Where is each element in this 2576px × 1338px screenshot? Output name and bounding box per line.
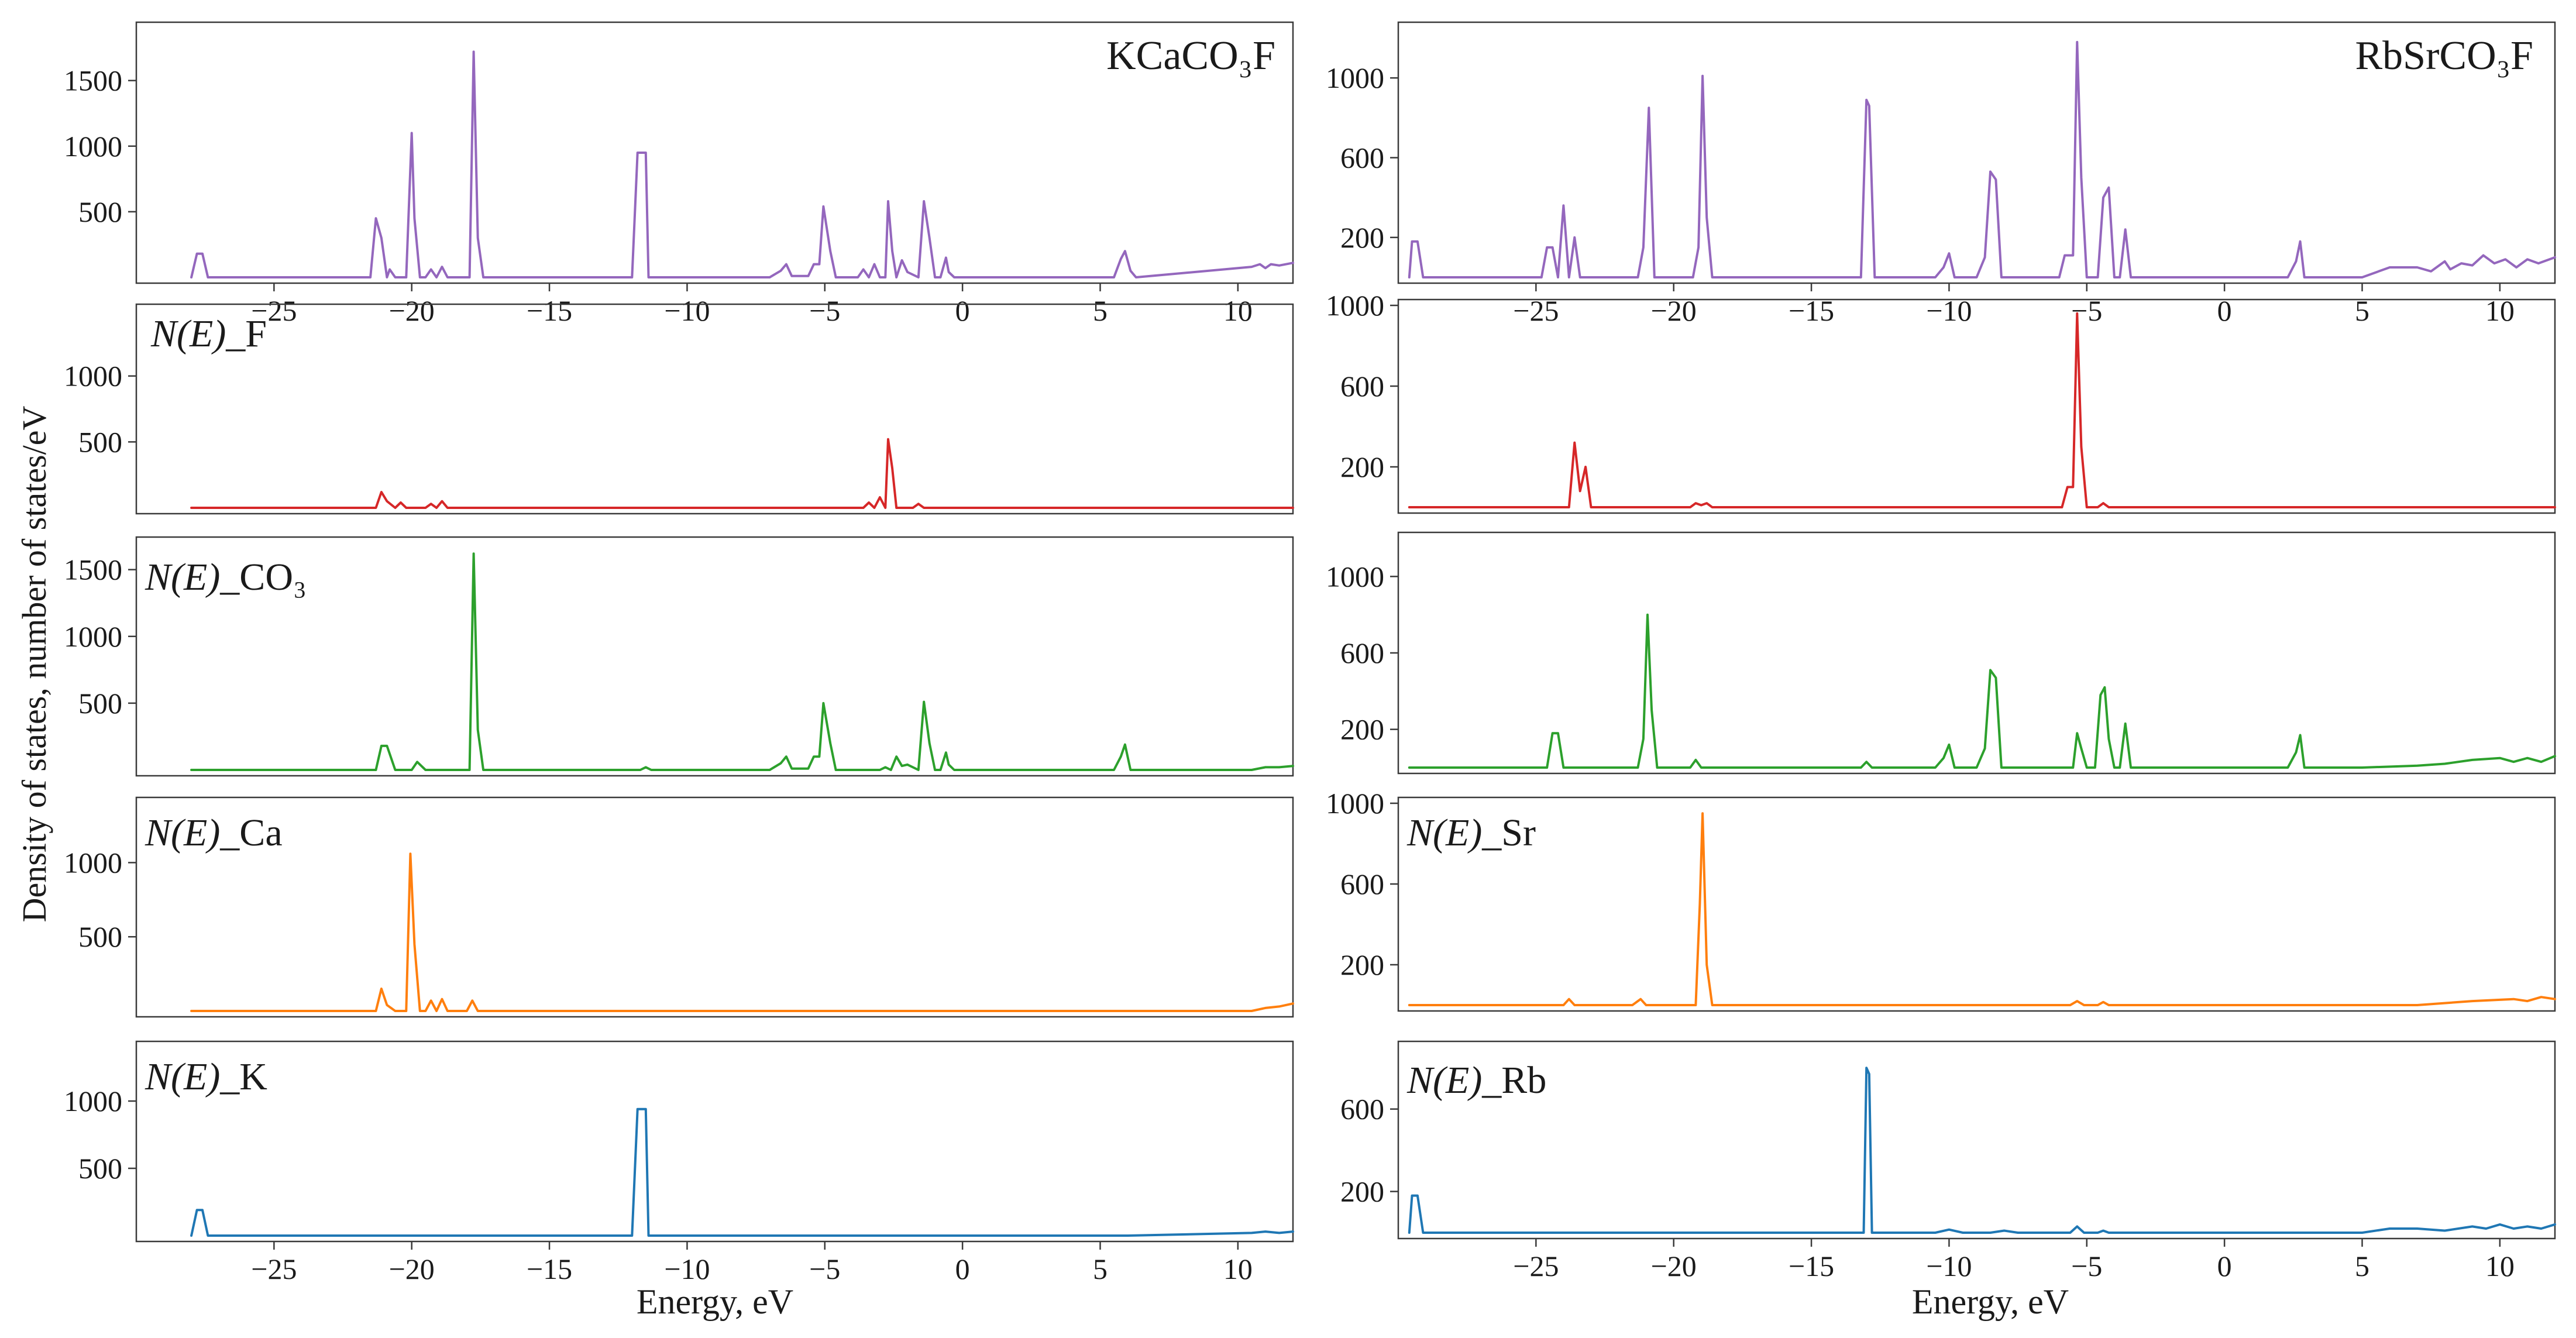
kca-total-x-tick-label: 5	[1093, 294, 1108, 327]
panel-rbsrco3f-sr: N(E)_Sr 200 600 1000	[1326, 787, 2556, 1012]
panel-title-rbsrco3f: RbSrCO₃F	[2355, 33, 2533, 78]
rbsr-rb-x-tick-label: −10	[1926, 1250, 1972, 1282]
rbsr-sr-dos-line	[1408, 812, 2556, 1006]
panel-label-ca: N(E)_Ca	[145, 811, 283, 854]
kca-k-dos-line	[190, 1107, 1294, 1237]
rbsr-total-y-tick-label: 1000	[1326, 61, 1384, 94]
rbsr-sr-y-tick-label: 1000	[1326, 787, 1384, 820]
rbsr-total-dos-line	[1408, 40, 2556, 278]
kca-k-x-tick-label: −15	[527, 1253, 572, 1285]
panel-label-co3: N(E)_CO₃	[145, 556, 307, 599]
kca-total-x-tick-label: −10	[664, 294, 710, 327]
panel-label-sr-species: Sr	[1501, 811, 1536, 854]
rbsr-sr-y-tick-label: 600	[1340, 868, 1384, 900]
kca-ca-y-tick-label: 500	[78, 920, 122, 953]
kca-total-x-tick-label: −20	[389, 294, 435, 327]
rbsr-f-y-tick-label: 200	[1340, 450, 1384, 483]
panel-rbsrco3f-co3: 200 600 1000	[1326, 531, 2556, 775]
x-axis-title-right: Energy, eV	[1912, 1282, 2069, 1321]
panel-label-co3-species: CO₃	[239, 556, 307, 599]
panel-kcaco3f-total: KCaCO₃F 500 1000 1500 −25 −20 −15 −10 −5 0 5 10	[64, 21, 1294, 327]
kca-k-x-tick-label: 10	[1223, 1253, 1253, 1285]
kca-ca-dos-line	[190, 852, 1294, 1012]
rbsr-f-dos-line	[1408, 312, 2556, 508]
panel-kcaco3f-f: N(E)_F 500 1000	[64, 303, 1294, 515]
panel-kcaco3f-ca: N(E)_Ca 500 1000	[64, 796, 1294, 1018]
kca-k-x-tick-label: −20	[389, 1253, 435, 1285]
kca-f-y-tick-label: 1000	[64, 360, 122, 393]
rbsr-sr-y-tick-label: 200	[1340, 948, 1384, 981]
kca-co3-dos-line	[190, 552, 1294, 771]
rbsr-rb-x-tick-label: 5	[2355, 1250, 2369, 1282]
kca-f-y-tick-label: 500	[78, 425, 122, 458]
rbsr-rb-dos-line	[1408, 1067, 2556, 1234]
panel-rbsrco3f-rb: N(E)_Rb 200 600 −25 −20 −15 −10 −5 0 5 10	[1340, 1040, 2556, 1282]
panel-label-ca-species: Ca	[239, 811, 282, 854]
rbsr-rb-x-tick-label: −25	[1513, 1250, 1559, 1282]
rbsr-co3-dos-line	[1408, 613, 2556, 769]
panel-rbsrco3f-f: 200 600 1000	[1326, 289, 2556, 514]
panel-label-k-species: K	[239, 1055, 267, 1098]
kca-co3-y-tick-label: 1000	[64, 620, 122, 653]
kca-k-x-tick-label: −5	[809, 1253, 840, 1285]
rbsr-total-y-tick-label: 200	[1340, 221, 1384, 254]
panel-label-sr: N(E)_Sr	[1406, 811, 1536, 854]
kca-total-x-tick-label: 10	[1223, 294, 1253, 327]
kca-k-x-tick-label: 0	[955, 1253, 970, 1285]
panel-title-kcaco3f: KCaCO₃F	[1106, 33, 1275, 78]
kca-total-x-tick-label: 0	[955, 294, 970, 327]
panel-label-f: N(E)_F	[150, 312, 267, 355]
kca-k-x-tick-label: −10	[664, 1253, 710, 1285]
panel-label-rb-species: Rb	[1501, 1059, 1546, 1102]
panel-label-k: N(E)_K	[145, 1055, 267, 1098]
rbsr-rb-y-tick-label: 200	[1340, 1175, 1384, 1208]
panel-kcaco3f-co3: N(E)_CO₃ 500 1000 1500	[64, 536, 1294, 777]
kca-total-x-tick-label: −15	[527, 294, 572, 327]
rbsr-rb-x-tick-label: −20	[1651, 1250, 1697, 1282]
kca-ca-y-tick-label: 1000	[64, 846, 122, 879]
rbsr-rb-x-tick-label: 10	[2485, 1250, 2515, 1282]
kca-k-x-tick-label: −25	[251, 1253, 297, 1285]
rbsr-f-y-tick-label: 600	[1340, 370, 1384, 403]
panel-kcaco3f-k: N(E)_K 500 1000 −25 −20 −15 −10 −5 0 5 10	[64, 1040, 1294, 1285]
rbsr-f-y-tick-label: 1000	[1326, 289, 1384, 322]
x-axis-title-left: Energy, eV	[637, 1282, 793, 1321]
y-axis-title: Density of states, number of states/eV	[15, 406, 53, 923]
rbsr-rb-x-tick-label: −15	[1789, 1250, 1834, 1282]
kca-k-y-tick-label: 500	[78, 1152, 122, 1185]
kca-k-x-tick-label: 5	[1093, 1253, 1108, 1285]
rbsr-rb-x-tick-label: −5	[2071, 1250, 2102, 1282]
rbsr-total-y-tick-label: 600	[1340, 142, 1384, 174]
kca-total-y-tick-label: 1000	[64, 130, 122, 163]
rbsr-rb-x-tick-label: 0	[2217, 1250, 2232, 1282]
kca-f-dos-line	[190, 438, 1294, 509]
kca-total-x-tick-label: −25	[251, 294, 297, 327]
rbsr-co3-y-tick-label: 1000	[1326, 560, 1384, 593]
panel-label-f-species: F	[245, 312, 267, 355]
rbsr-co3-y-tick-label: 600	[1340, 637, 1384, 669]
kca-co3-y-tick-label: 1500	[64, 553, 122, 586]
kca-total-y-tick-label: 1500	[64, 64, 122, 97]
kca-total-y-tick-label: 500	[78, 195, 122, 228]
kca-total-x-tick-label: −5	[809, 294, 840, 327]
rbsr-rb-y-tick-label: 600	[1340, 1093, 1384, 1126]
kca-total-dos-line	[190, 50, 1294, 278]
panel-label-rb: N(E)_Rb	[1406, 1059, 1546, 1102]
kca-k-y-tick-label: 1000	[64, 1085, 122, 1117]
rbsr-co3-y-tick-label: 200	[1340, 713, 1384, 746]
kca-co3-y-tick-label: 500	[78, 687, 122, 720]
